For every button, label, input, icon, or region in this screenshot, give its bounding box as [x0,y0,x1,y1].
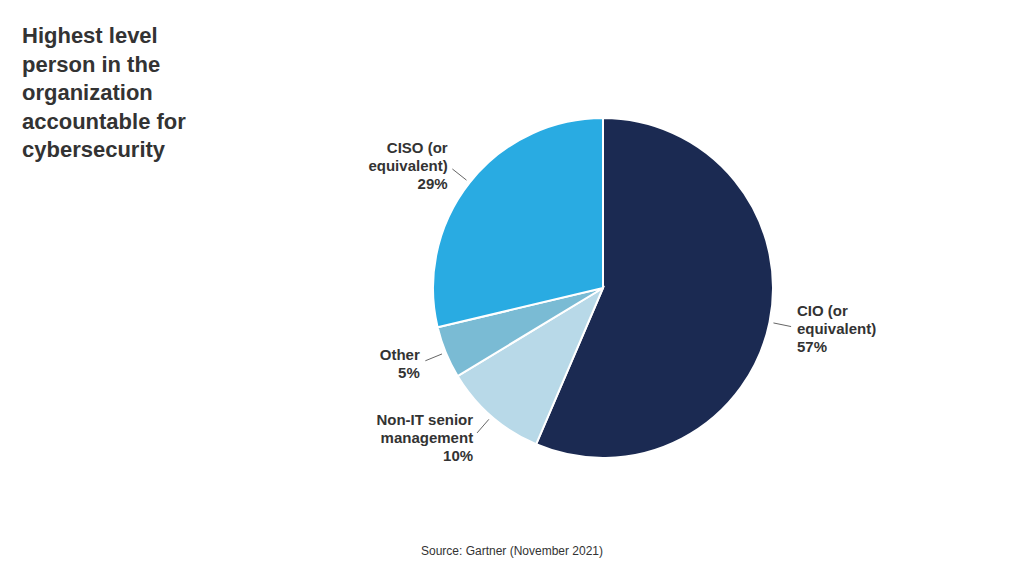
svg-text:Other5%: Other5% [380,346,420,381]
html-text:Source: Gartner (November 2021: Source: Gartner (November 2021) [421,544,603,558]
svg-text:CIO (orequivalent)57%: CIO (orequivalent)57% [797,301,876,354]
html-text:Highest level person in the or: Highest level person in the organization… [22,23,186,163]
svg-text:Non-IT seniormanagement10%: Non-IT seniormanagement10% [376,411,473,464]
svg-text:CISO (orequivalent)29%: CISO (orequivalent)29% [368,139,447,192]
